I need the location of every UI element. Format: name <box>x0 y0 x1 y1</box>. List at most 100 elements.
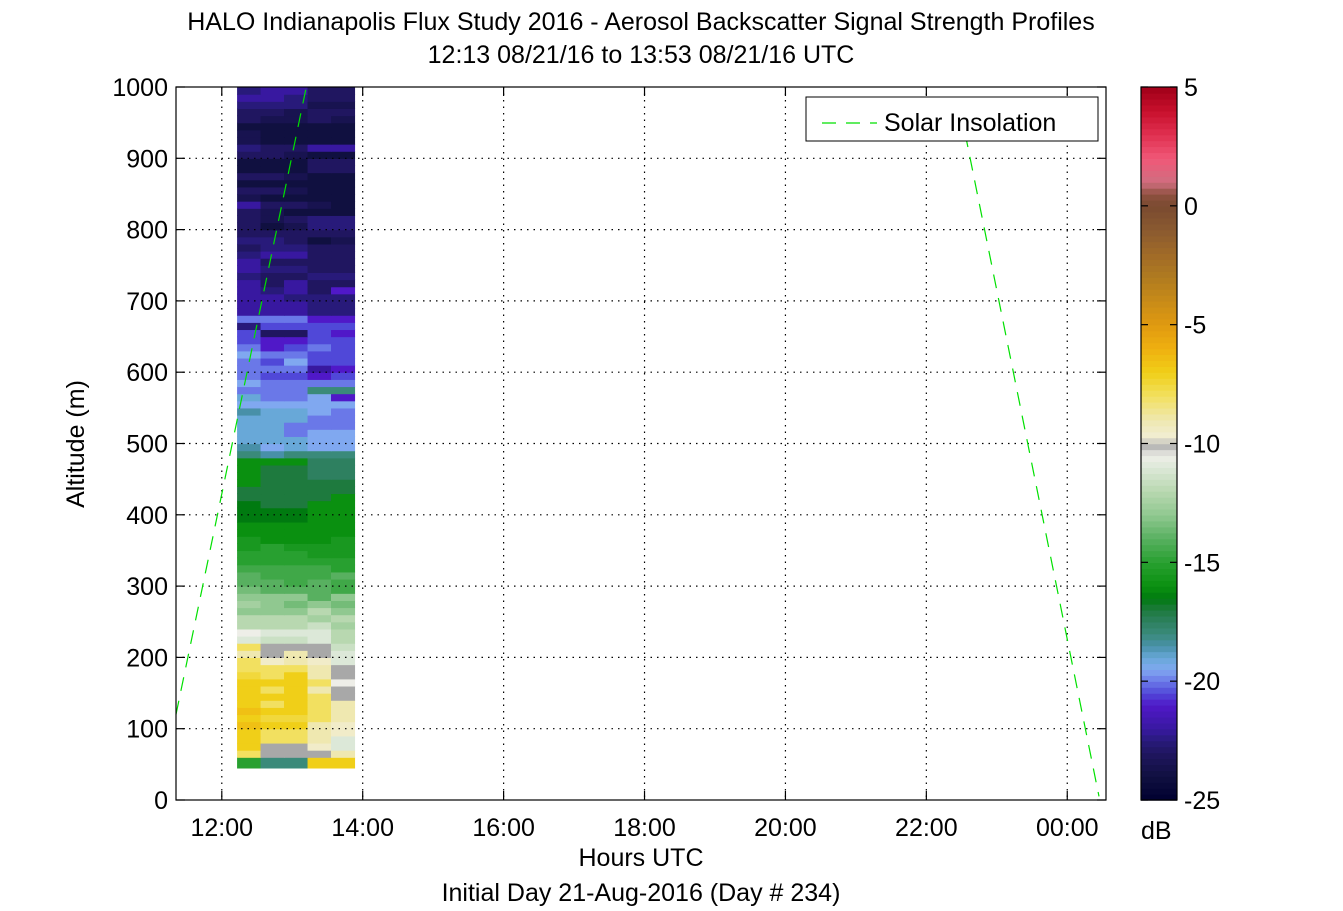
heatmap-cell <box>307 614 332 623</box>
colorbar-segment <box>1141 467 1177 474</box>
heatmap-cell <box>260 293 285 302</box>
heatmap-cell <box>237 578 262 587</box>
heatmap-cell <box>307 557 332 566</box>
heatmap-cell <box>237 529 262 537</box>
colorbar-segment <box>1141 271 1177 278</box>
colorbar-segment <box>1141 283 1177 290</box>
heatmap-cell <box>284 414 309 423</box>
heatmap-cell <box>237 486 262 495</box>
colorbar-segment <box>1141 152 1177 159</box>
colorbar-segment <box>1141 140 1177 148</box>
heatmap-cell <box>284 443 309 452</box>
heatmap-cell <box>237 122 262 131</box>
heatmap-cell <box>260 472 285 480</box>
colorbar-segment <box>1141 324 1177 332</box>
heatmap-cell <box>260 664 285 673</box>
heatmap-cell <box>331 386 356 395</box>
heatmap-cell <box>260 707 285 716</box>
heatmap-cell <box>307 529 332 537</box>
heatmap-cell <box>284 222 309 231</box>
heatmap-cell <box>260 151 285 159</box>
heatmap-cell <box>237 707 262 716</box>
heatmap-cell <box>260 742 285 751</box>
heatmap-cell <box>237 457 262 466</box>
colorbar-segment <box>1141 514 1177 522</box>
heatmap-cell <box>307 186 332 195</box>
heatmap-cell <box>331 557 356 566</box>
colorbar-segment <box>1141 645 1177 653</box>
heatmap-cell <box>307 372 332 380</box>
colorbar-segment <box>1141 479 1177 486</box>
heatmap-cell <box>237 386 262 395</box>
heatmap-cell <box>237 250 262 259</box>
heatmap-cell <box>260 186 285 195</box>
heatmap-cell <box>307 607 332 616</box>
heatmap-cell <box>331 607 356 616</box>
heatmap-cell <box>260 500 285 509</box>
heatmap-cell <box>237 87 262 95</box>
heatmap-cell <box>307 272 332 281</box>
heatmap-cell <box>331 707 356 716</box>
colorbar-segment <box>1141 425 1177 433</box>
heatmap-cell <box>237 714 262 723</box>
heatmap-cell <box>237 621 262 630</box>
colorbar-segment <box>1141 502 1177 510</box>
heatmap-cell <box>284 464 309 473</box>
heatmap-cell <box>331 300 356 309</box>
heatmap-cell <box>331 621 356 630</box>
colorbar-segment <box>1141 265 1177 272</box>
heatmap-cell <box>260 300 285 309</box>
heatmap-cell <box>331 614 356 623</box>
heatmap-cell <box>284 728 309 737</box>
heatmap-cell <box>260 536 285 544</box>
heatmap-cell <box>284 628 309 637</box>
colorbar-segment <box>1141 716 1177 724</box>
colorbar-label: dB <box>1141 817 1172 845</box>
heatmap-cell <box>331 450 356 459</box>
colorbar-segment <box>1141 633 1177 641</box>
heatmap-cell <box>260 129 285 138</box>
heatmap-cell <box>284 436 309 445</box>
heatmap-cell <box>260 486 285 495</box>
heatmap-cell <box>237 735 262 744</box>
heatmap-cell <box>237 493 262 502</box>
colorbar-segment <box>1141 734 1177 742</box>
heatmap-cell <box>284 158 309 167</box>
heatmap-cell <box>260 607 285 616</box>
heatmap-cell <box>307 336 332 345</box>
heatmap-cell <box>307 365 332 373</box>
heatmap-cell <box>237 236 262 245</box>
heatmap-cell <box>237 315 262 323</box>
heatmap-cell <box>260 464 285 473</box>
heatmap-cell <box>284 543 309 552</box>
heatmap-cell <box>284 429 309 437</box>
heatmap-cell <box>284 165 309 174</box>
heatmap-cell <box>331 258 356 266</box>
heatmap-cell <box>331 685 356 694</box>
heatmap-cell <box>284 750 309 758</box>
heatmap-cell <box>260 557 285 566</box>
heatmap-cell <box>237 657 262 666</box>
heatmap-cell <box>307 243 332 252</box>
colorbar-segment <box>1141 520 1177 528</box>
heatmap-cell <box>331 578 356 587</box>
heatmap-cell <box>260 657 285 666</box>
heatmap-cell <box>284 664 309 673</box>
heatmap-cell <box>331 414 356 423</box>
colorbar-segment <box>1141 496 1177 504</box>
heatmap-cell <box>307 315 332 323</box>
heatmap-cell <box>237 507 262 516</box>
colorbar-tick-label: -5 <box>1184 312 1206 340</box>
heatmap-cell <box>237 593 262 601</box>
heatmap-cell <box>260 343 285 352</box>
heatmap-cell <box>307 222 332 231</box>
heatmap-cell <box>237 671 262 680</box>
heatmap-cell <box>307 621 332 630</box>
chart-subtitle: 12:13 08/21/16 to 13:53 08/21/16 UTC <box>428 41 855 69</box>
colorbar-segment <box>1141 235 1177 243</box>
colorbar-segment <box>1141 372 1177 379</box>
colorbar-segment <box>1141 419 1177 427</box>
heatmap-cell <box>284 450 309 459</box>
heatmap-cell <box>307 322 332 331</box>
x-tick-label: 20:00 <box>754 814 817 842</box>
